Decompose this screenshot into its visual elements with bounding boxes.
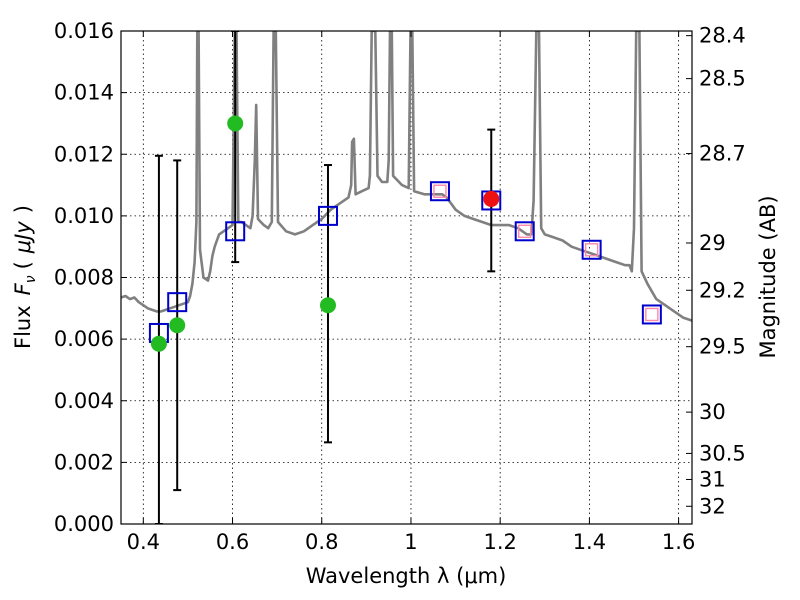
right-tick-label: 31 xyxy=(699,467,726,491)
right-tick-label: 29.2 xyxy=(699,278,746,302)
y-axis-open-paren: ( xyxy=(11,261,35,269)
plot-area xyxy=(121,31,692,524)
x-tick-label: 1.2 xyxy=(483,530,516,554)
x-tick-label: 0.6 xyxy=(216,530,249,554)
right-axis-title: Magnitude (AB) xyxy=(756,195,780,358)
right-tick-label: 30 xyxy=(699,400,726,424)
model-photometry-square xyxy=(317,205,338,226)
model-photometry-square xyxy=(514,221,535,242)
y-tick-label: 0.002 xyxy=(54,450,114,474)
observed-upper-point xyxy=(169,317,186,334)
model-photometry-square xyxy=(429,181,450,202)
model-photometry-square xyxy=(581,239,602,260)
model-photometry-square xyxy=(641,304,662,325)
model-photometry-square xyxy=(167,292,188,313)
y-tick-label: 0.012 xyxy=(54,142,114,166)
right-tick-label: 29.5 xyxy=(699,335,746,359)
y-axis-title: Flux Fν ( μJy) xyxy=(11,205,39,349)
right-tick-label: 28.4 xyxy=(699,24,746,48)
y-axis-symbol: F xyxy=(11,282,35,295)
observed-ir-square xyxy=(584,243,599,257)
axis-ticks: 0.4 0.6 0.8 1 1.2 1.4 1.6 0.000 0.002 0.004 0.006 0… xyxy=(54,19,746,554)
markers xyxy=(148,115,662,352)
observed-ir-square xyxy=(518,224,532,238)
model-spectrum-line xyxy=(121,31,692,322)
right-tick-label: 30.5 xyxy=(699,441,746,465)
y-tick-label: 0.006 xyxy=(54,327,114,351)
observed-detection-point xyxy=(483,190,500,207)
y-tick-label: 0.000 xyxy=(54,512,114,536)
observed-upper-point xyxy=(150,335,167,352)
observed-ir-square xyxy=(433,184,447,198)
observed-upper-point xyxy=(319,297,336,314)
x-tick-label: 0.8 xyxy=(305,530,338,554)
y-axis-close-paren: ) xyxy=(11,205,35,213)
y-tick-label: 0.014 xyxy=(54,81,114,105)
y-tick-label: 0.008 xyxy=(54,266,114,290)
right-tick-label: 28.7 xyxy=(699,142,746,166)
observed-upper-point xyxy=(227,115,244,132)
y-axis-prefix: Flux xyxy=(11,305,35,349)
model-photometry-square xyxy=(225,221,246,242)
x-axis-title: Wavelength λ (μm) xyxy=(306,564,507,588)
y-tick-label: 0.004 xyxy=(54,389,114,413)
x-tick-label: 1.4 xyxy=(573,530,606,554)
right-tick-label: 28.5 xyxy=(699,67,746,91)
y-axis-unit: μJy xyxy=(11,221,35,255)
y-tick-label: 0.010 xyxy=(54,204,114,228)
y-tick-label: 0.016 xyxy=(54,19,114,43)
right-tick-label: 32 xyxy=(699,494,726,518)
grid-lines xyxy=(121,30,692,525)
x-tick-label: 1 xyxy=(404,530,417,554)
right-tick-label: 29 xyxy=(699,231,726,255)
x-tick-label: 0.4 xyxy=(127,530,160,554)
y-axis-subscript: ν xyxy=(23,275,39,283)
observed-ir-square xyxy=(645,307,659,322)
x-tick-label: 1.6 xyxy=(662,530,695,554)
